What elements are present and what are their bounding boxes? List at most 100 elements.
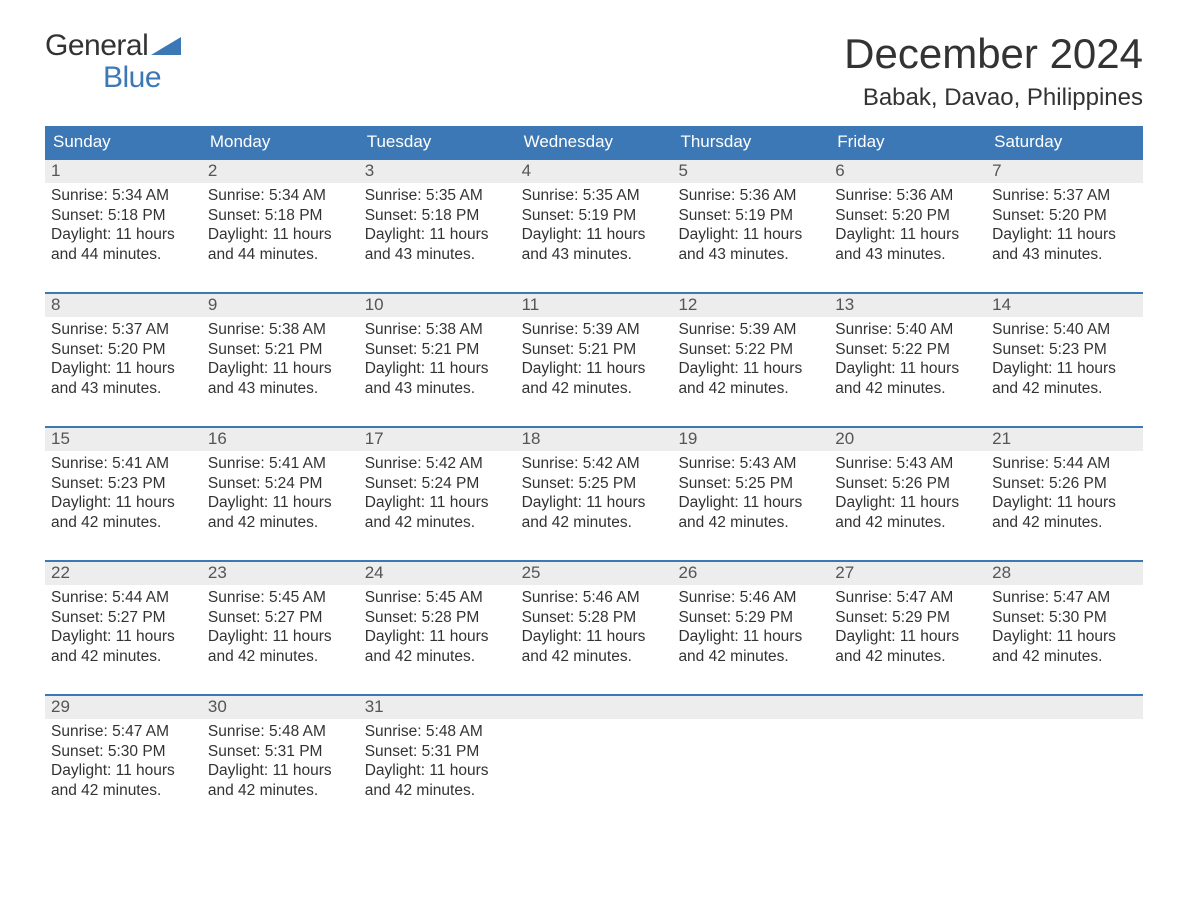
calendar-day-cell: 24Sunrise: 5:45 AMSunset: 5:28 PMDayligh… [359, 562, 516, 672]
sunset-line: Sunset: 5:18 PM [51, 206, 196, 225]
weekday-header-cell: Saturday [986, 126, 1143, 158]
sunrise-line: Sunrise: 5:47 AM [992, 588, 1137, 607]
calendar-day-cell: 22Sunrise: 5:44 AMSunset: 5:27 PMDayligh… [45, 562, 202, 672]
day-details: Sunrise: 5:40 AMSunset: 5:22 PMDaylight:… [829, 317, 986, 400]
day-details: Sunrise: 5:47 AMSunset: 5:30 PMDaylight:… [45, 719, 202, 802]
day-number: 20 [829, 428, 986, 451]
weekday-header-cell: Tuesday [359, 126, 516, 158]
calendar-weeks: 1Sunrise: 5:34 AMSunset: 5:18 PMDaylight… [45, 158, 1143, 806]
daylight-line-2: and 42 minutes. [51, 781, 196, 800]
sunset-line: Sunset: 5:27 PM [208, 608, 353, 627]
sunset-line: Sunset: 5:29 PM [678, 608, 823, 627]
day-number: 23 [202, 562, 359, 585]
day-number: 6 [829, 160, 986, 183]
day-details: Sunrise: 5:48 AMSunset: 5:31 PMDaylight:… [359, 719, 516, 802]
calendar-week: 1Sunrise: 5:34 AMSunset: 5:18 PMDaylight… [45, 158, 1143, 270]
calendar-day-cell: 20Sunrise: 5:43 AMSunset: 5:26 PMDayligh… [829, 428, 986, 538]
day-number: 1 [45, 160, 202, 183]
day-number: 13 [829, 294, 986, 317]
sunrise-line: Sunrise: 5:44 AM [992, 454, 1137, 473]
calendar-day-cell: 26Sunrise: 5:46 AMSunset: 5:29 PMDayligh… [672, 562, 829, 672]
day-details: Sunrise: 5:34 AMSunset: 5:18 PMDaylight:… [202, 183, 359, 266]
sunset-line: Sunset: 5:22 PM [835, 340, 980, 359]
sunrise-line: Sunrise: 5:35 AM [365, 186, 510, 205]
sunset-line: Sunset: 5:30 PM [992, 608, 1137, 627]
page-title: December 2024 [844, 30, 1143, 78]
calendar-day-cell [986, 696, 1143, 806]
day-details: Sunrise: 5:42 AMSunset: 5:24 PMDaylight:… [359, 451, 516, 534]
calendar-day-cell: 15Sunrise: 5:41 AMSunset: 5:23 PMDayligh… [45, 428, 202, 538]
sunset-line: Sunset: 5:18 PM [365, 206, 510, 225]
daylight-line-2: and 43 minutes. [678, 245, 823, 264]
sunset-line: Sunset: 5:27 PM [51, 608, 196, 627]
day-details: Sunrise: 5:43 AMSunset: 5:25 PMDaylight:… [672, 451, 829, 534]
weekday-header-cell: Wednesday [516, 126, 673, 158]
day-number: 17 [359, 428, 516, 451]
day-number: 26 [672, 562, 829, 585]
sunset-line: Sunset: 5:26 PM [835, 474, 980, 493]
day-details: Sunrise: 5:39 AMSunset: 5:21 PMDaylight:… [516, 317, 673, 400]
sunrise-line: Sunrise: 5:38 AM [208, 320, 353, 339]
day-number: 27 [829, 562, 986, 585]
daylight-line-2: and 42 minutes. [522, 379, 667, 398]
daylight-line: Daylight: 11 hours [678, 627, 823, 646]
daylight-line: Daylight: 11 hours [522, 493, 667, 512]
calendar-week: 22Sunrise: 5:44 AMSunset: 5:27 PMDayligh… [45, 560, 1143, 672]
day-number: 3 [359, 160, 516, 183]
day-details: Sunrise: 5:45 AMSunset: 5:28 PMDaylight:… [359, 585, 516, 668]
daylight-line: Daylight: 11 hours [678, 493, 823, 512]
day-number: 8 [45, 294, 202, 317]
daylight-line: Daylight: 11 hours [51, 225, 196, 244]
logo-line1: General [45, 30, 181, 62]
daylight-line: Daylight: 11 hours [51, 627, 196, 646]
sunrise-line: Sunrise: 5:43 AM [678, 454, 823, 473]
calendar-week: 8Sunrise: 5:37 AMSunset: 5:20 PMDaylight… [45, 292, 1143, 404]
weekday-header-row: SundayMondayTuesdayWednesdayThursdayFrid… [45, 126, 1143, 158]
calendar-day-cell: 21Sunrise: 5:44 AMSunset: 5:26 PMDayligh… [986, 428, 1143, 538]
calendar-day-cell: 4Sunrise: 5:35 AMSunset: 5:19 PMDaylight… [516, 160, 673, 270]
sunrise-line: Sunrise: 5:34 AM [208, 186, 353, 205]
sunset-line: Sunset: 5:23 PM [992, 340, 1137, 359]
daylight-line-2: and 42 minutes. [992, 647, 1137, 666]
sunset-line: Sunset: 5:19 PM [678, 206, 823, 225]
day-details: Sunrise: 5:43 AMSunset: 5:26 PMDaylight:… [829, 451, 986, 534]
sunrise-line: Sunrise: 5:45 AM [208, 588, 353, 607]
daylight-line: Daylight: 11 hours [678, 359, 823, 378]
daylight-line: Daylight: 11 hours [208, 359, 353, 378]
day-details [829, 719, 986, 789]
sunset-line: Sunset: 5:29 PM [835, 608, 980, 627]
daylight-line: Daylight: 11 hours [522, 225, 667, 244]
calendar-day-cell: 23Sunrise: 5:45 AMSunset: 5:27 PMDayligh… [202, 562, 359, 672]
logo: General Blue [45, 30, 181, 93]
day-details: Sunrise: 5:36 AMSunset: 5:20 PMDaylight:… [829, 183, 986, 266]
daylight-line-2: and 42 minutes. [51, 647, 196, 666]
day-number: 16 [202, 428, 359, 451]
sunrise-line: Sunrise: 5:40 AM [992, 320, 1137, 339]
sunrise-line: Sunrise: 5:40 AM [835, 320, 980, 339]
daylight-line: Daylight: 11 hours [51, 761, 196, 780]
daylight-line: Daylight: 11 hours [365, 493, 510, 512]
sunset-line: Sunset: 5:31 PM [208, 742, 353, 761]
day-details [986, 719, 1143, 789]
sunrise-line: Sunrise: 5:47 AM [51, 722, 196, 741]
day-details: Sunrise: 5:38 AMSunset: 5:21 PMDaylight:… [202, 317, 359, 400]
sunset-line: Sunset: 5:20 PM [51, 340, 196, 359]
daylight-line: Daylight: 11 hours [365, 761, 510, 780]
sunset-line: Sunset: 5:25 PM [678, 474, 823, 493]
daylight-line-2: and 44 minutes. [208, 245, 353, 264]
daylight-line: Daylight: 11 hours [835, 493, 980, 512]
day-number: 14 [986, 294, 1143, 317]
calendar: SundayMondayTuesdayWednesdayThursdayFrid… [45, 126, 1143, 806]
day-number: 30 [202, 696, 359, 719]
day-number [672, 696, 829, 719]
daylight-line: Daylight: 11 hours [992, 493, 1137, 512]
day-number [829, 696, 986, 719]
day-details: Sunrise: 5:48 AMSunset: 5:31 PMDaylight:… [202, 719, 359, 802]
daylight-line: Daylight: 11 hours [835, 627, 980, 646]
daylight-line-2: and 42 minutes. [365, 781, 510, 800]
sunset-line: Sunset: 5:28 PM [365, 608, 510, 627]
day-details: Sunrise: 5:47 AMSunset: 5:29 PMDaylight:… [829, 585, 986, 668]
weekday-header-cell: Friday [829, 126, 986, 158]
calendar-day-cell: 28Sunrise: 5:47 AMSunset: 5:30 PMDayligh… [986, 562, 1143, 672]
sunset-line: Sunset: 5:25 PM [522, 474, 667, 493]
